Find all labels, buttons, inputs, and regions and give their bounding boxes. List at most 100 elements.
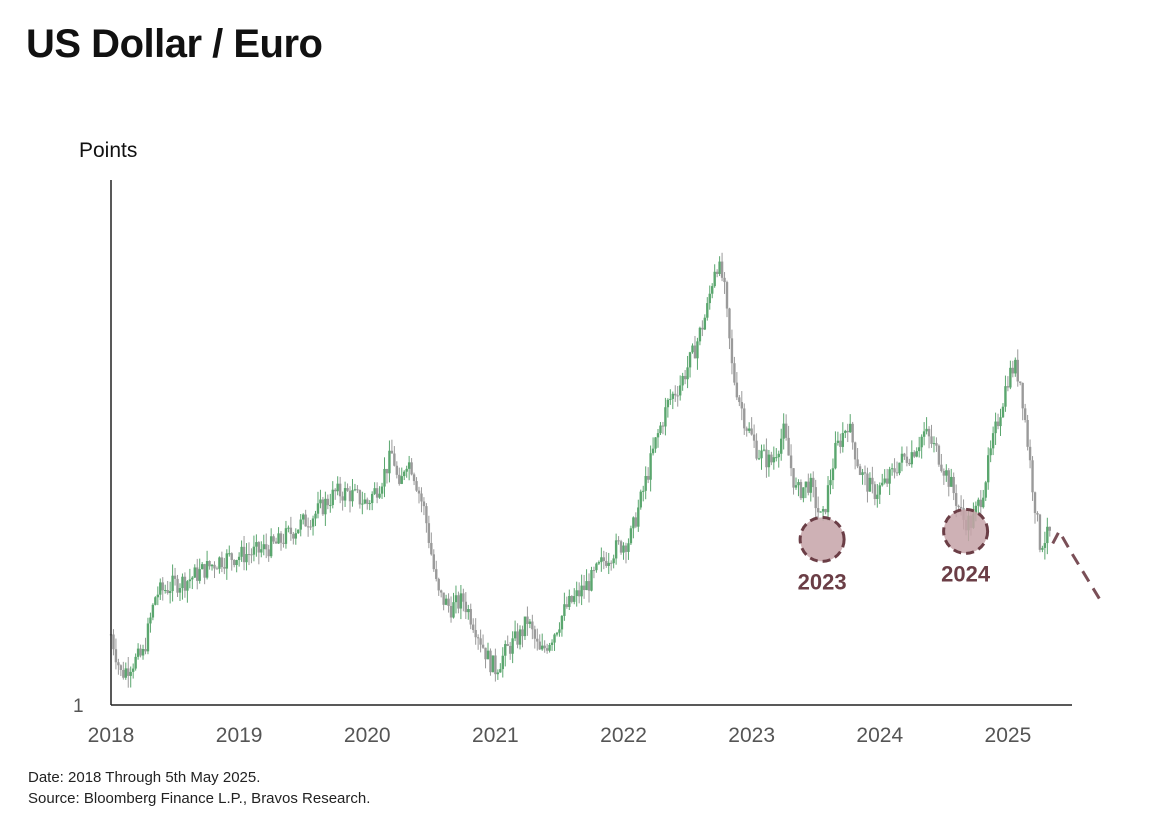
candle-body <box>489 650 492 673</box>
candle-body <box>757 458 761 460</box>
candle-body <box>922 431 926 437</box>
candle-body <box>193 567 196 578</box>
candle-body <box>208 561 211 567</box>
candle-body <box>548 644 551 651</box>
candle-body <box>531 621 534 630</box>
candle-body <box>974 505 978 514</box>
annotations-group: 2023 2024 <box>798 507 991 594</box>
annotation-label: 2024 <box>941 561 991 586</box>
candle-body <box>417 490 421 494</box>
candle-body <box>747 428 751 431</box>
candle-body <box>807 481 810 493</box>
candle-body <box>752 434 756 441</box>
candle-body <box>356 489 359 491</box>
candle-body <box>868 477 872 492</box>
candle-body <box>131 668 135 672</box>
candle-body <box>388 450 391 474</box>
candle-body <box>370 493 374 504</box>
candle-body <box>609 562 613 564</box>
candle-body <box>577 590 581 597</box>
candle-body <box>166 590 169 594</box>
candle-body <box>1006 386 1010 388</box>
candle-body <box>228 553 231 555</box>
candle-body <box>299 519 302 530</box>
candle-body <box>890 468 894 470</box>
candle-body <box>762 449 766 451</box>
candle-body <box>528 621 532 624</box>
candle-body <box>619 541 623 553</box>
candle-body <box>127 668 130 676</box>
candle-body <box>550 642 554 645</box>
candle-body <box>937 445 941 465</box>
candles-group <box>109 252 1051 688</box>
candle-body <box>1001 406 1005 418</box>
candle-body <box>632 517 635 529</box>
candle-body <box>954 493 958 506</box>
candle-body <box>513 631 517 639</box>
candle-body <box>452 602 455 618</box>
candle-body <box>427 523 431 543</box>
candle-body <box>644 476 647 491</box>
candle-body <box>543 645 546 649</box>
candle-body <box>999 417 1002 427</box>
candle-body <box>708 293 711 304</box>
candle-body <box>597 562 601 564</box>
candle-body <box>661 425 665 427</box>
candle-body <box>309 526 312 528</box>
candle-body <box>940 464 943 471</box>
candle-body <box>415 481 418 491</box>
candle-body <box>706 303 709 318</box>
candle-body <box>947 470 950 487</box>
candle-body <box>794 485 798 488</box>
candle-body <box>260 549 263 553</box>
candle-body <box>563 604 566 616</box>
candle-body <box>693 345 697 359</box>
candle-body <box>600 557 603 563</box>
candle-body <box>942 470 946 476</box>
candle-body <box>723 277 726 283</box>
candle-body <box>750 428 753 435</box>
candle-body <box>250 554 253 556</box>
candle-body <box>659 425 662 434</box>
candle-body <box>858 466 862 475</box>
candle-body <box>496 672 500 675</box>
candle-body <box>728 308 731 339</box>
candle-body <box>203 564 206 578</box>
candle-body <box>994 421 997 434</box>
candle-body <box>114 649 118 663</box>
candle-body <box>1046 526 1049 544</box>
candle-body <box>334 489 337 492</box>
candle-body <box>639 491 642 508</box>
candle-body <box>816 508 820 513</box>
candle-body <box>735 382 739 398</box>
candle-body <box>1004 386 1007 407</box>
candle-body <box>282 542 285 544</box>
candle-body <box>678 385 682 396</box>
candle-body <box>745 428 748 431</box>
candle-body <box>824 509 827 513</box>
candle-body <box>314 513 317 519</box>
candle-body <box>733 363 736 383</box>
candle-body <box>331 489 334 506</box>
candle-body <box>715 271 719 274</box>
candle-body <box>646 476 650 480</box>
candle-body <box>1041 547 1044 550</box>
candle-body <box>568 595 571 607</box>
candle-body <box>582 585 586 591</box>
candle-body <box>775 457 778 459</box>
candle-body <box>649 453 652 480</box>
candle-body <box>321 499 325 515</box>
candle-body <box>755 440 758 459</box>
candle-body <box>117 662 120 666</box>
candle-body <box>688 352 692 368</box>
candle-body <box>575 590 578 597</box>
candle-body <box>533 629 537 639</box>
candle-body <box>920 436 923 448</box>
candle-body <box>279 533 283 543</box>
candle-body <box>516 631 519 645</box>
candle-body <box>789 455 793 469</box>
candle-body <box>991 433 995 449</box>
candle-body <box>437 578 440 591</box>
candle-body <box>984 482 987 498</box>
candle-body <box>521 629 524 637</box>
